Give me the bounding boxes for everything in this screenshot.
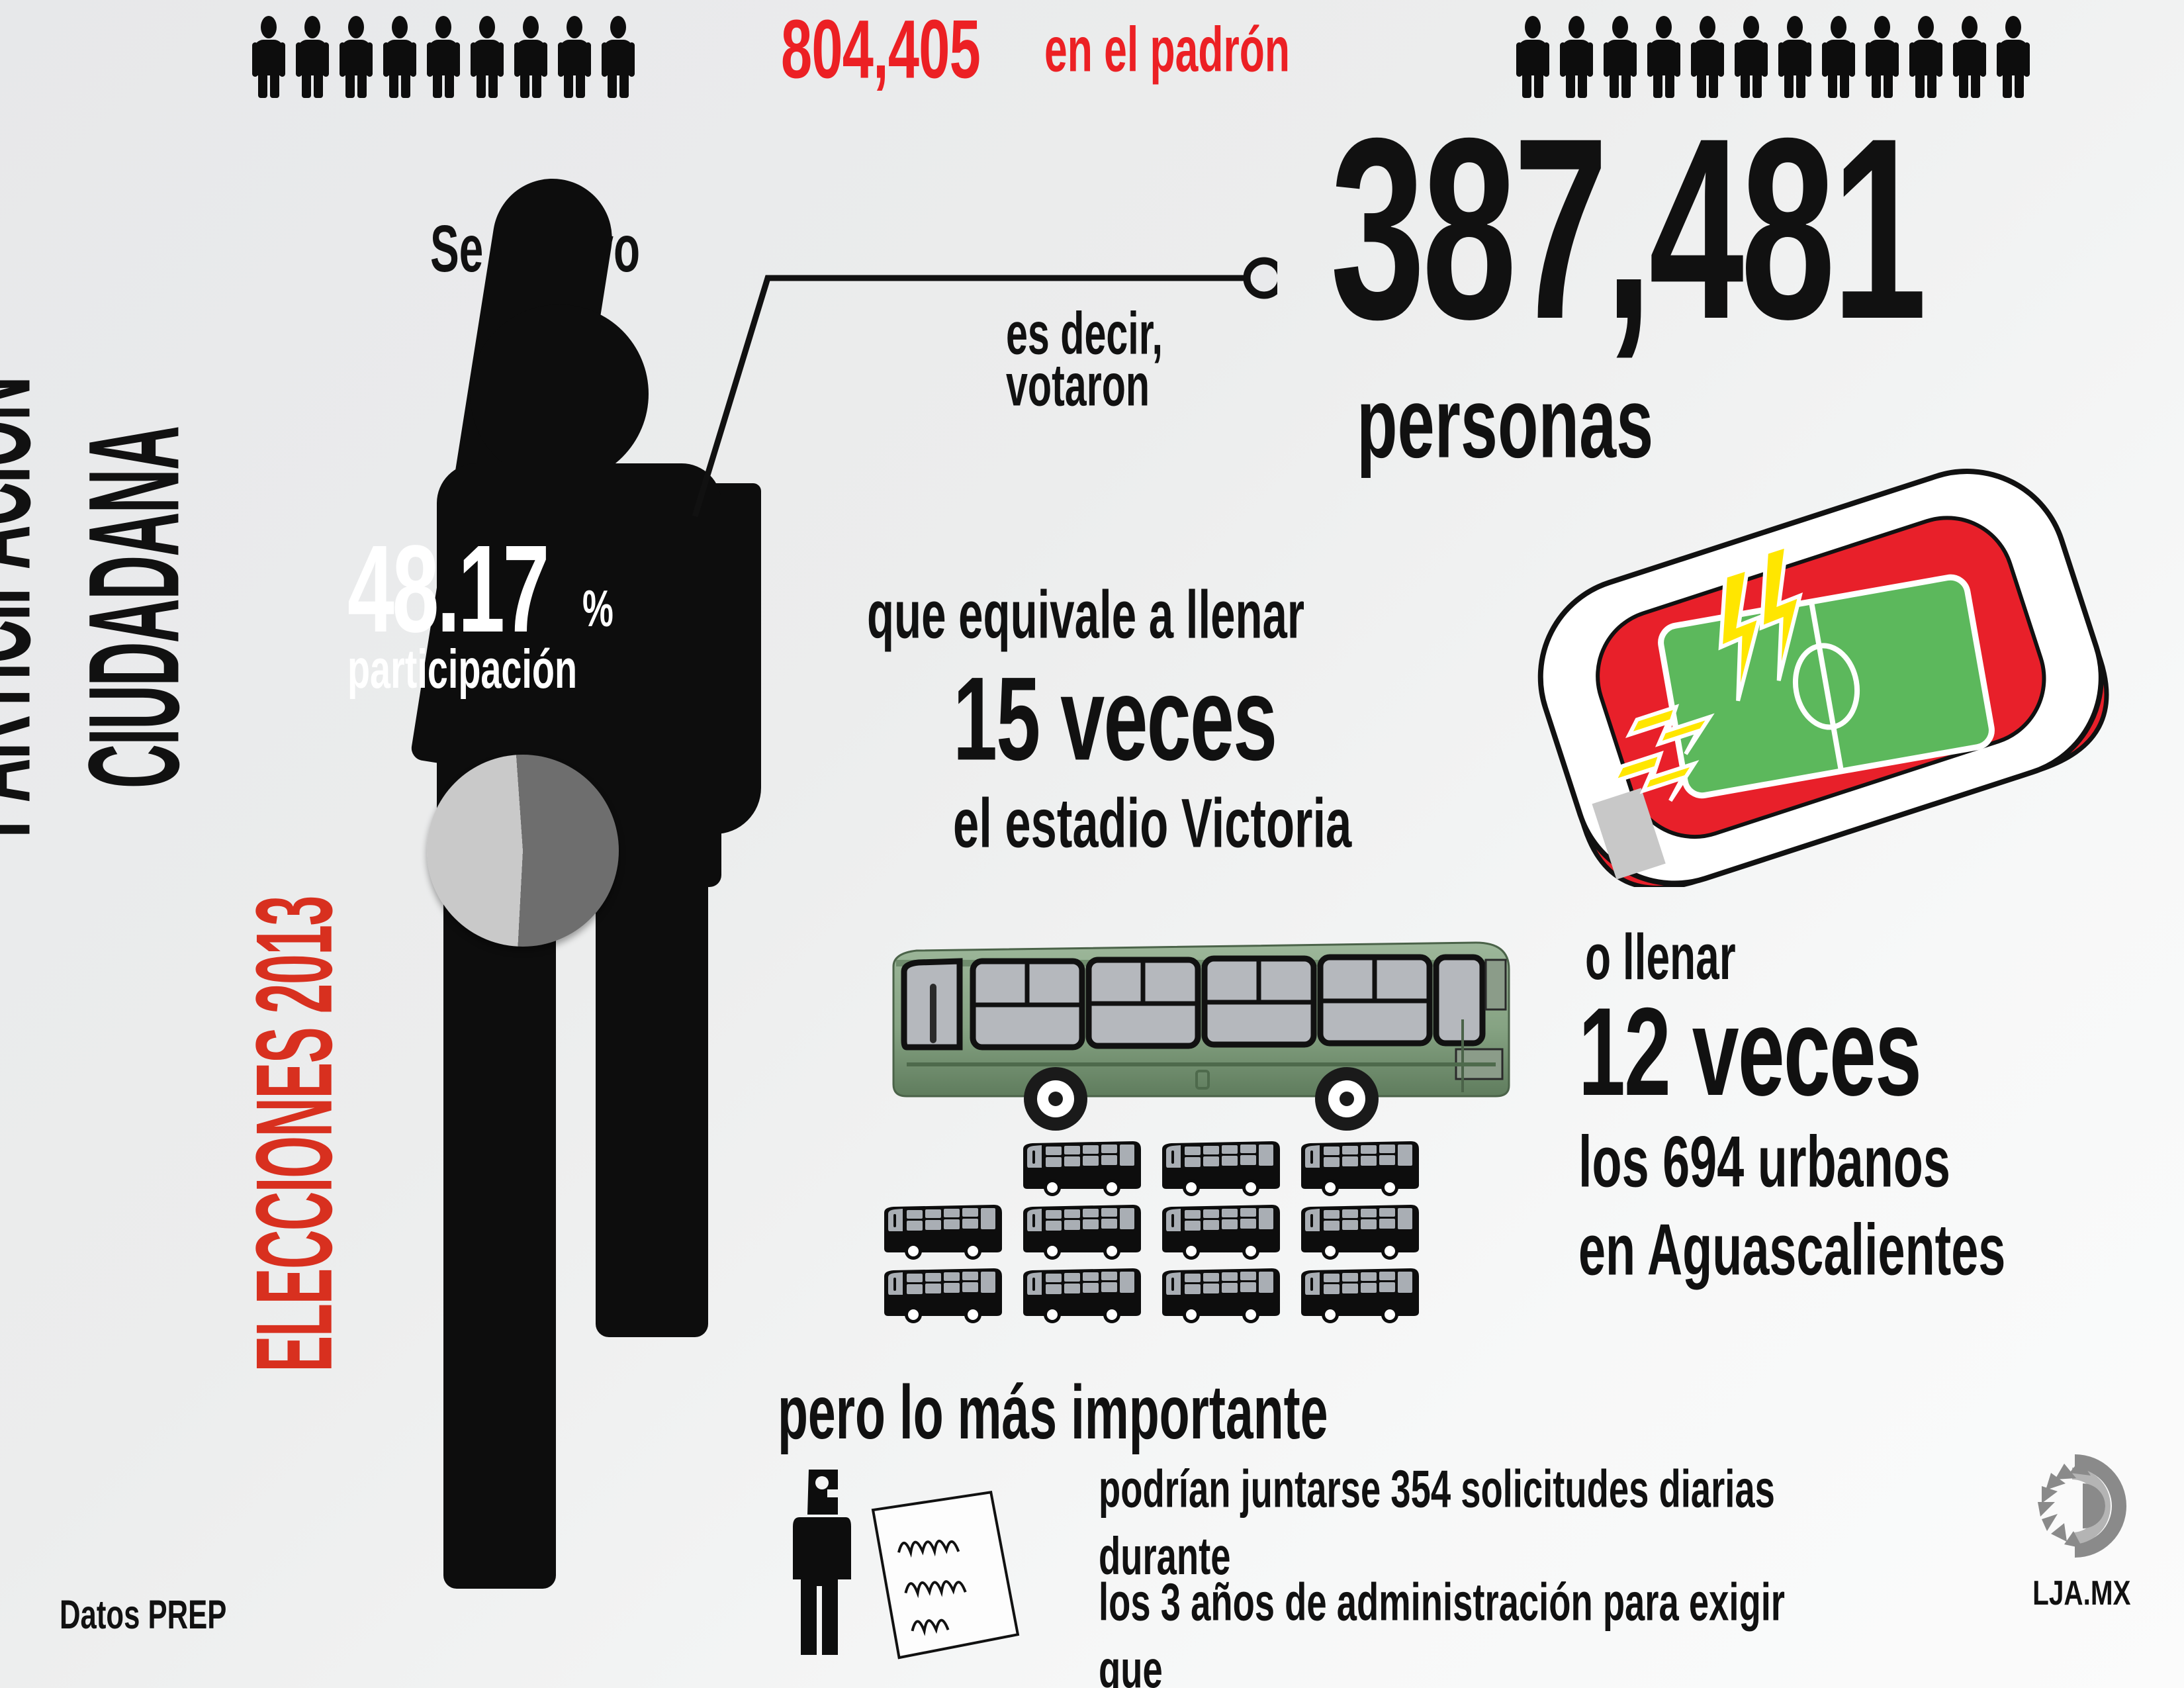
bottom-heading: pero lo más importante [778, 1370, 1328, 1455]
participation-stat: 48.17% participación [347, 519, 718, 700]
urban-bus-illustration [880, 920, 1529, 1132]
mini-bus-icon [1297, 1202, 1423, 1262]
person-icon [1559, 16, 1594, 98]
mini-bus-icon [1301, 1268, 1419, 1323]
person-icon [251, 16, 286, 98]
person-icon [383, 16, 417, 98]
mini-bus-icon [1162, 1268, 1280, 1323]
person-icon [1647, 16, 1681, 98]
person-icon [1996, 16, 2030, 98]
person-icon [1909, 16, 1943, 98]
figure-head [470, 305, 649, 483]
logo-icon [2038, 1454, 2126, 1558]
lja-sunburst-logo: LJA.MX [1999, 1443, 2164, 1615]
logo-wordmark: LJA.MX [2032, 1573, 2131, 1613]
person-icon [514, 16, 548, 98]
mini-bus-icon [1023, 1268, 1141, 1323]
person-icon [1821, 16, 1856, 98]
raised-arm-person-illustration: 48.17% participación [347, 170, 847, 1648]
figure-right-leg [596, 874, 708, 1337]
participation-label: participación [347, 638, 578, 700]
petition-svg [793, 1470, 1020, 1660]
person-icon [295, 16, 330, 98]
mini-bus-icon [1297, 1139, 1423, 1198]
mini-bus-grid [880, 1139, 1476, 1331]
people-icon-row-right [1516, 16, 2030, 98]
padron-headline: 804,405 en el padrón [781, 3, 1359, 95]
paragraph-line-1: podrían juntarse 354 solicitudes diarias… [1099, 1459, 1775, 1586]
mini-bus-icon [880, 1202, 1006, 1262]
stadium-svg [1537, 469, 2109, 890]
percent-sign: % [582, 581, 614, 638]
people-icon-row-left [251, 16, 635, 98]
buses-subject-line2: en Aguascalientes [1578, 1209, 2006, 1291]
stadium-subject: el estadio Victoria [953, 784, 1352, 863]
person-icon [470, 16, 504, 98]
buses-lead-text: o llenar [1585, 921, 1736, 993]
mini-bus-icon [1158, 1202, 1284, 1262]
voters-big-number: 387,481 [1330, 83, 1927, 373]
person-icon [1778, 16, 1812, 98]
person-icon [1734, 16, 1768, 98]
padron-label: en el padrón [1044, 14, 1291, 85]
mini-bus-icon [1158, 1139, 1284, 1198]
stadium-amount: 15 veces [953, 651, 1277, 785]
mini-bus-icon [880, 1266, 1006, 1325]
bus-svg [892, 941, 1510, 1131]
voters-big-label: personas [1357, 367, 1654, 479]
person-icon [557, 16, 592, 98]
participation-pie-chart [427, 755, 619, 947]
figure-left-leg [443, 874, 556, 1589]
padron-number: 804,405 [781, 3, 981, 96]
mini-bus-icon [884, 1205, 1002, 1260]
person-icon [339, 16, 373, 98]
mini-bus-icon [1301, 1205, 1419, 1260]
person-icon [1952, 16, 1987, 98]
leader-line-endpoint [1243, 257, 1285, 299]
mini-bus-icon [1019, 1266, 1145, 1325]
person-icon [1690, 16, 1725, 98]
mini-bus-icon [1297, 1266, 1423, 1325]
participation-percent: 48.17% [347, 519, 614, 658]
buses-subject-line1: los 694 urbanos [1578, 1121, 1950, 1203]
mini-bus-icon [1023, 1141, 1141, 1196]
stadium-lead-text: que equivale a llenar [867, 576, 1305, 653]
stadium-illustration [1449, 463, 2184, 890]
mini-bus-icon [1019, 1139, 1145, 1198]
person-icon [426, 16, 461, 98]
person-with-petition-illustration [781, 1463, 1112, 1662]
source-note: Datos PREP [60, 1592, 227, 1638]
bottom-paragraph: podrían juntarse 354 solicitudes diarias… [1099, 1459, 1979, 1688]
mini-bus-icon [884, 1268, 1002, 1323]
page-title-text: PARTICIPACIÓN CIUDADANA [0, 377, 206, 838]
page-subtitle-text: ELECCIONES 2013 [234, 896, 355, 1372]
mini-bus-icon [1019, 1202, 1145, 1262]
voters-callout: es decir, votaron [1006, 299, 1163, 418]
person-icon [601, 16, 635, 98]
page-subtitle: ELECCIONES 2013 [234, 618, 355, 1651]
mini-bus-icon [1023, 1205, 1141, 1260]
mini-bus-icon [1158, 1266, 1284, 1325]
person-icon [1603, 16, 1637, 98]
paragraph-line-2: los 3 años de administración para exigir… [1099, 1572, 1785, 1688]
mini-bus-icon [1301, 1141, 1419, 1196]
mini-bus-icon [1162, 1141, 1280, 1196]
person-icon [1865, 16, 1899, 98]
person-icon [1516, 16, 1550, 98]
mini-bus-icon [1162, 1205, 1280, 1260]
buses-amount: 12 veces [1578, 982, 1922, 1122]
page-title: PARTICIPACIÓN CIUDADANA [0, 45, 206, 1170]
